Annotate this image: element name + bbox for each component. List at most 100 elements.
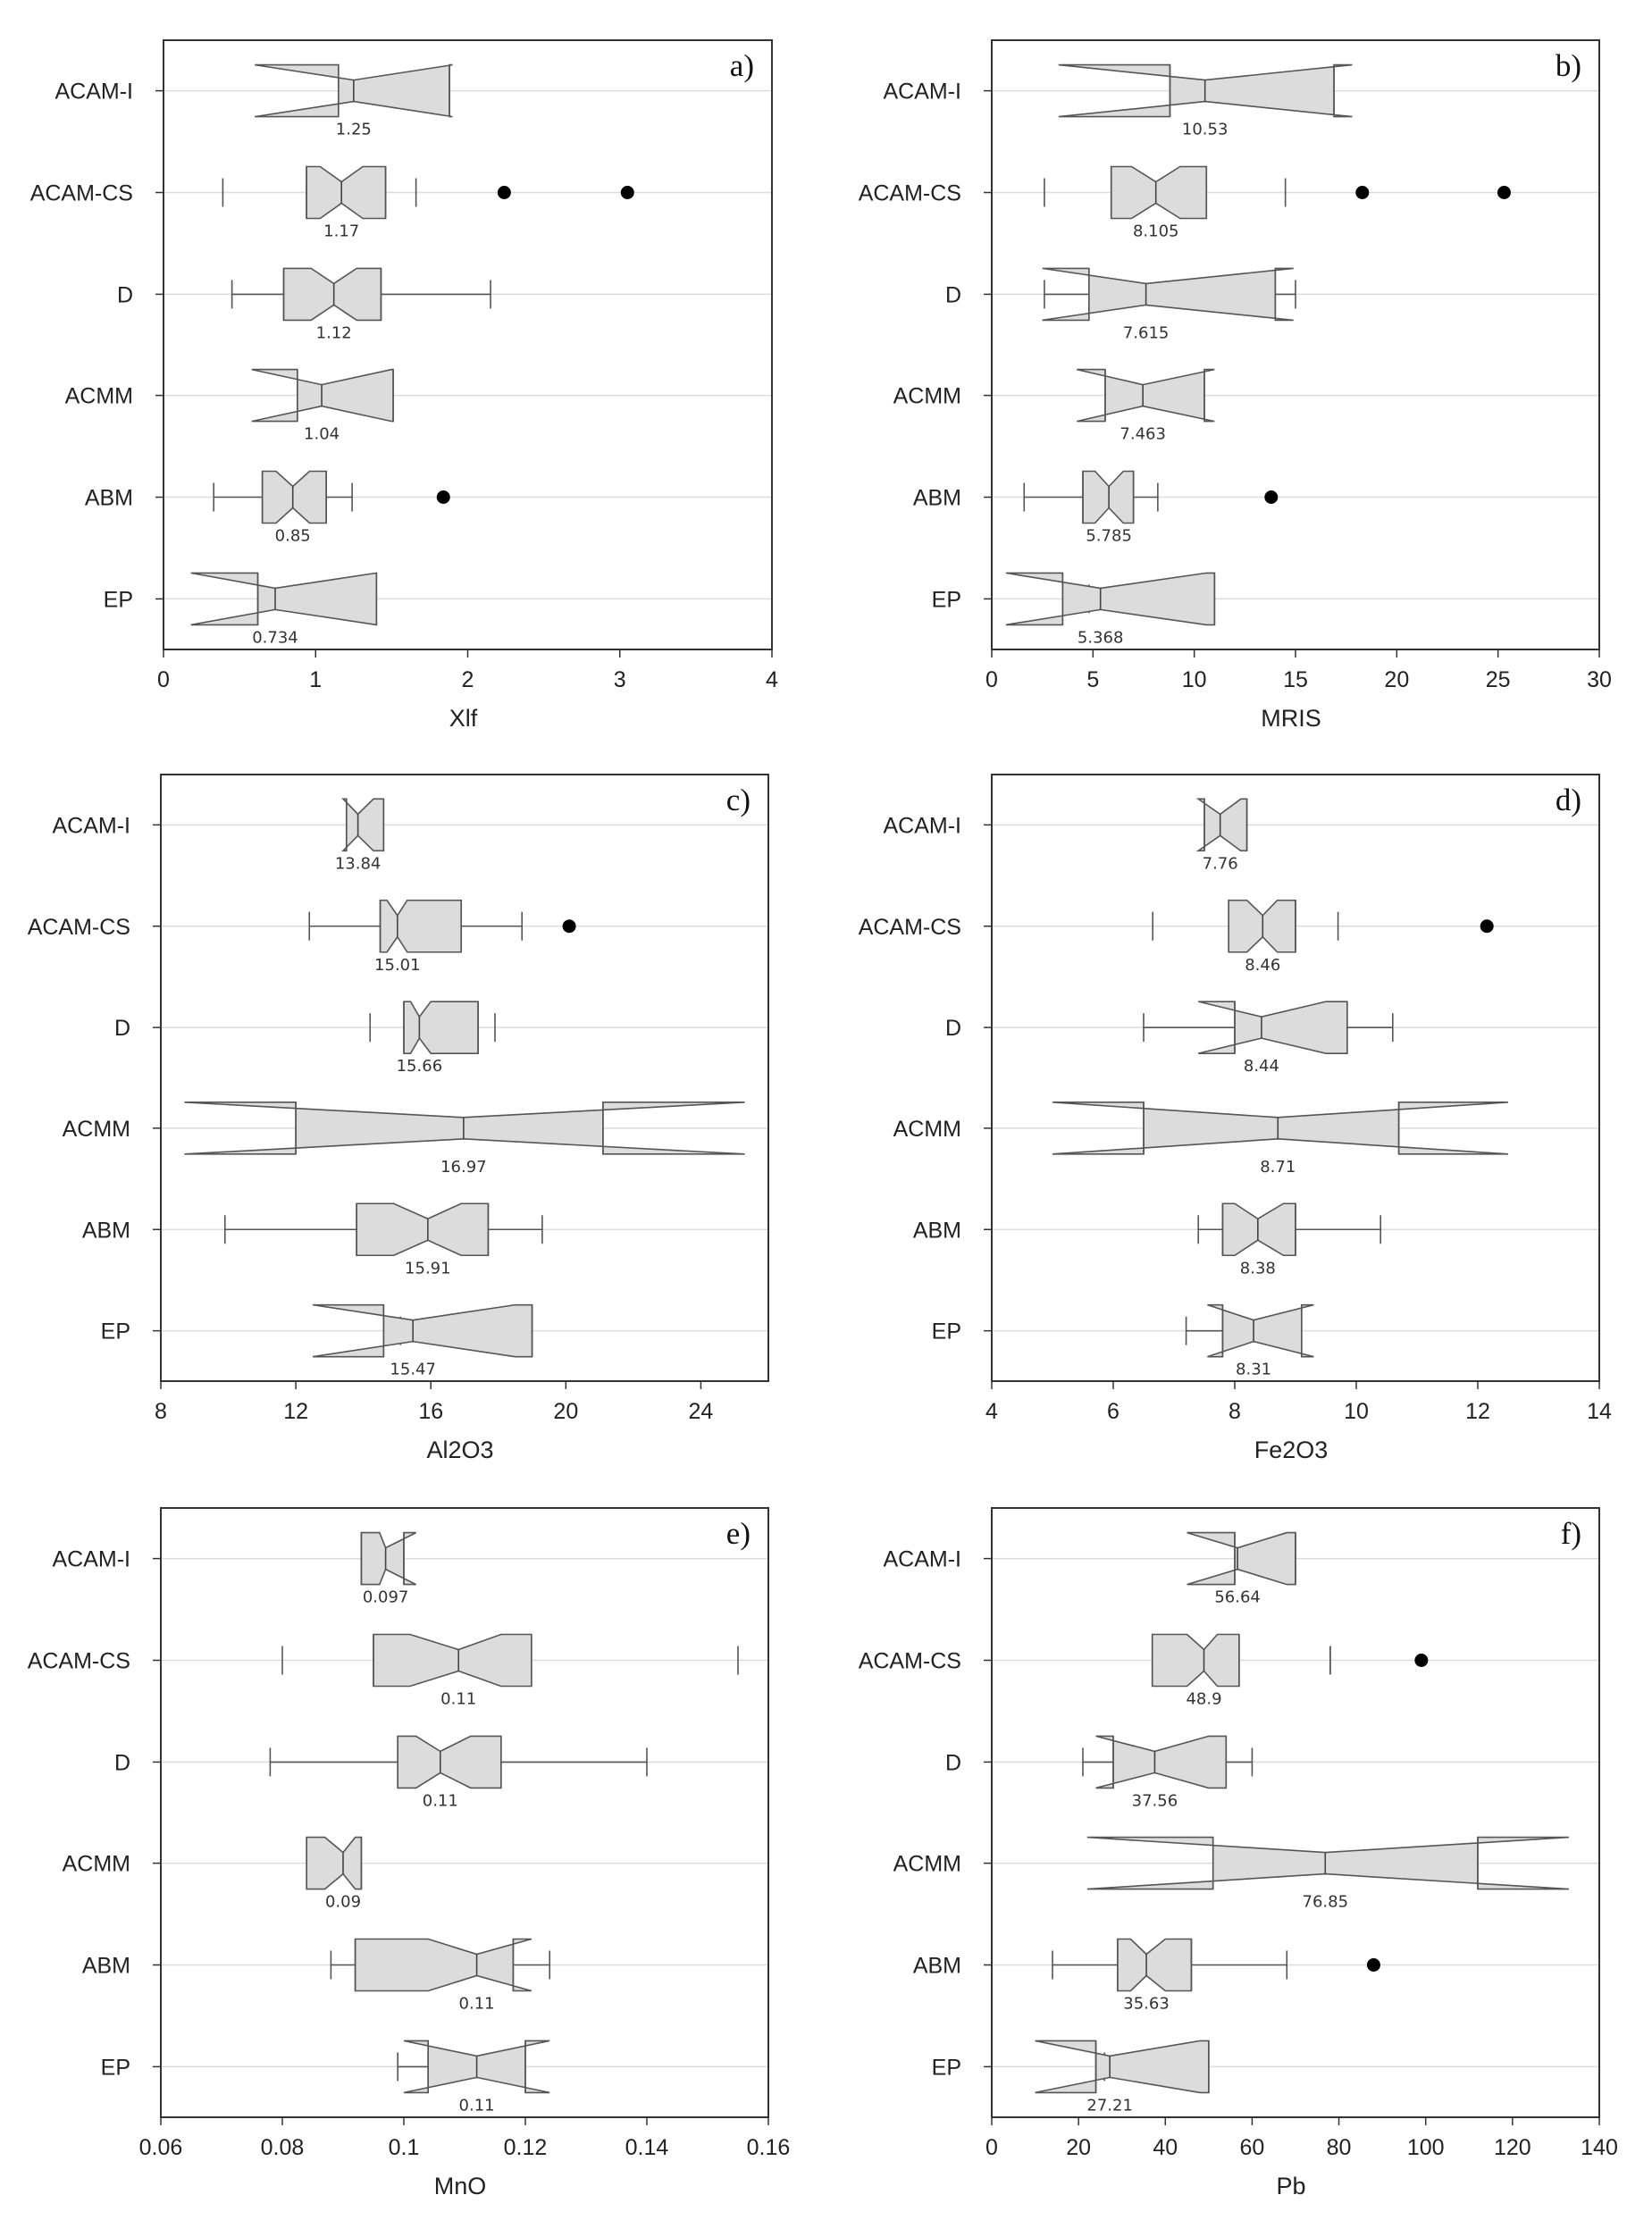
plot-frame bbox=[160, 1507, 769, 2118]
category-label: ACAM-I bbox=[884, 813, 962, 838]
category-label: ACAM-I bbox=[53, 813, 131, 838]
notched-box bbox=[341, 798, 385, 852]
outlier-point bbox=[497, 186, 511, 199]
category-label: ACMM bbox=[63, 1852, 130, 1877]
median-label: 0.11 bbox=[440, 1690, 476, 1709]
box-abm: 0.85 bbox=[213, 470, 450, 546]
category-label: ACAM-CS bbox=[859, 181, 961, 206]
x-tick-label: 0.06 bbox=[139, 2135, 183, 2160]
category-label: D bbox=[945, 1750, 961, 1775]
notched-box bbox=[1151, 1633, 1240, 1688]
box-abm: 0.11 bbox=[330, 1938, 551, 2014]
notched-box bbox=[356, 1202, 490, 1257]
category-label: ACAM-CS bbox=[859, 915, 961, 940]
notched-box bbox=[1110, 165, 1208, 220]
category-label: EP bbox=[932, 1319, 961, 1345]
x-axis-label: Xlf bbox=[449, 705, 478, 732]
x-tick-label: 12 bbox=[283, 1399, 308, 1424]
median-label: 0.11 bbox=[459, 1995, 495, 2014]
x-tick-label: 6 bbox=[1107, 1399, 1120, 1424]
x-tick-label: 3 bbox=[614, 667, 626, 692]
box-d: 1.12 bbox=[231, 267, 491, 342]
x-axis-label: Fe2O3 bbox=[1254, 1437, 1329, 1463]
category-label: ACAM-CS bbox=[28, 915, 130, 940]
x-tick-label: 60 bbox=[1240, 2135, 1265, 2160]
box-abm: 15.91 bbox=[223, 1202, 543, 1278]
x-tick-label: 8 bbox=[155, 1399, 167, 1424]
plot-frame bbox=[991, 774, 1600, 1382]
x-tick-label: 24 bbox=[689, 1399, 714, 1424]
x-tick-label: 0.12 bbox=[504, 2135, 548, 2160]
box-d: 8.44 bbox=[1143, 1001, 1394, 1076]
x-tick-label: 30 bbox=[1587, 667, 1612, 692]
category-label: ACAM-CS bbox=[859, 1649, 961, 1674]
box-acam-cs: 8.46 bbox=[1152, 899, 1494, 975]
x-tick-label: 120 bbox=[1494, 2135, 1531, 2160]
plot-frame bbox=[991, 1507, 1600, 2118]
panel-6: ACAM-I ACAM-CS D ACMM ABM EP 0 20 40 60 80 100 120 14… bbox=[859, 1507, 1618, 2199]
median-label: 0.11 bbox=[459, 2096, 495, 2115]
x-tick-label: 0.1 bbox=[389, 2135, 420, 2160]
box-acam-cs: 0.11 bbox=[281, 1633, 739, 1709]
median-label: 15.01 bbox=[374, 956, 421, 975]
median-label: 1.17 bbox=[323, 222, 359, 241]
outlier-point bbox=[1366, 1958, 1380, 1972]
outlier-point bbox=[562, 919, 576, 934]
box-ep: 0.734 bbox=[190, 572, 378, 647]
panel-letter: c) bbox=[726, 783, 751, 817]
x-tick-label: 10 bbox=[1344, 1399, 1369, 1424]
category-label: D bbox=[114, 1750, 130, 1775]
median-label: 0.09 bbox=[325, 1893, 361, 1912]
x-axis-label: MnO bbox=[434, 2173, 487, 2199]
x-tick-label: 100 bbox=[1407, 2135, 1445, 2160]
category-label: ACAM-I bbox=[55, 80, 134, 105]
median-label: 7.76 bbox=[1203, 854, 1238, 873]
median-label: 8.31 bbox=[1236, 1361, 1271, 1379]
category-label: ACMM bbox=[893, 384, 961, 409]
median-label: 0.734 bbox=[252, 628, 298, 647]
panel-letter: a) bbox=[730, 48, 754, 83]
box-abm: 8.38 bbox=[1197, 1202, 1381, 1278]
x-axis-label: Al2O3 bbox=[426, 1437, 493, 1463]
median-label: 0.85 bbox=[275, 527, 311, 546]
plot-frame bbox=[163, 39, 773, 650]
box-abm: 35.63 bbox=[1052, 1938, 1380, 2014]
x-tick-label: 2 bbox=[462, 667, 474, 692]
category-label: ABM bbox=[85, 486, 133, 511]
box-d: 0.11 bbox=[269, 1735, 648, 1810]
notched-box bbox=[1195, 798, 1248, 852]
category-label: ABM bbox=[82, 1954, 130, 1979]
x-tick-label: 0.08 bbox=[261, 2135, 305, 2160]
outlier-point bbox=[1497, 186, 1511, 199]
box-acam-i: 10.53 bbox=[1058, 63, 1353, 139]
median-label: 15.66 bbox=[397, 1057, 443, 1076]
outlier-point bbox=[1414, 1654, 1429, 1667]
outlier-point bbox=[620, 186, 634, 199]
category-label: D bbox=[117, 282, 133, 307]
median-label: 5.368 bbox=[1078, 628, 1124, 647]
box-acam-cs: 8.105 bbox=[1044, 165, 1511, 241]
box-acam-i: 13.84 bbox=[335, 798, 385, 873]
notched-box bbox=[1207, 1303, 1314, 1358]
plot-frame bbox=[160, 774, 769, 1382]
median-label: 1.04 bbox=[304, 425, 340, 444]
median-label: 10.53 bbox=[1182, 121, 1229, 139]
category-label: ACMM bbox=[893, 1117, 961, 1142]
category-label: EP bbox=[101, 1319, 130, 1345]
x-tick-label: 10 bbox=[1182, 667, 1207, 692]
panel-3: ACAM-I ACAM-CS D ACMM ABM EP 8 12 16 20 24 Al2O3 c) 1… bbox=[28, 774, 769, 1463]
x-tick-label: 40 bbox=[1153, 2135, 1178, 2160]
median-label: 7.463 bbox=[1120, 425, 1166, 444]
notched-box bbox=[354, 1938, 532, 1992]
x-tick-label: 80 bbox=[1327, 2135, 1352, 2160]
category-label: ACMM bbox=[63, 1117, 130, 1142]
plot-frame bbox=[991, 39, 1600, 650]
median-label: 0.11 bbox=[423, 1791, 458, 1810]
median-label: 76.85 bbox=[1303, 1893, 1349, 1912]
notched-box bbox=[373, 1633, 532, 1688]
median-label: 16.97 bbox=[440, 1158, 487, 1177]
category-label: D bbox=[945, 282, 961, 307]
box-abm: 5.785 bbox=[1023, 470, 1279, 546]
box-acmm: 76.85 bbox=[1086, 1836, 1570, 1912]
category-label: D bbox=[945, 1016, 961, 1041]
